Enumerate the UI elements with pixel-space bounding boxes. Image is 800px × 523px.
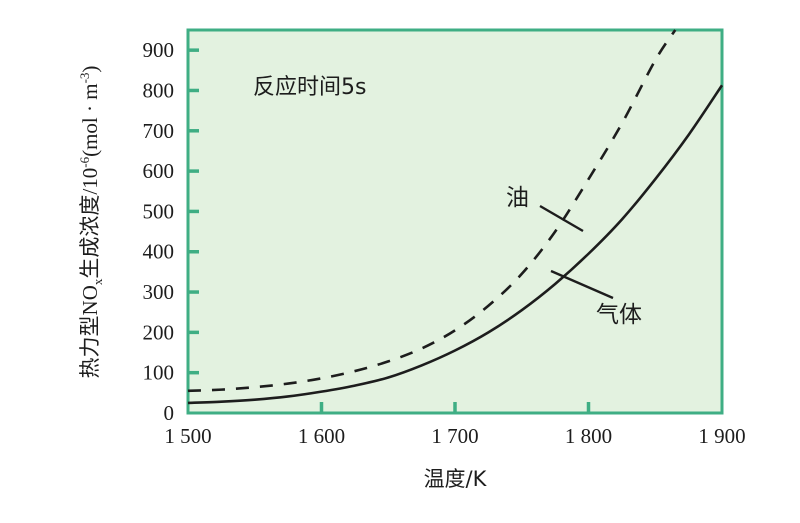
y-title-part-b: 生成浓度/10 [78, 168, 102, 279]
x-axis-ticks [319, 402, 591, 412]
y-axis-ticks [189, 48, 199, 375]
y-title-sub: x [90, 278, 105, 285]
series-label-oil: 油 [506, 185, 529, 211]
x-tick-label-1900: 1 900 [698, 424, 745, 448]
y-axis-title: 热力型NOx生成浓度/10-6(mol · m-3) [77, 66, 105, 379]
y-title-part-c: (mol · m [78, 83, 102, 157]
series-line-gas [187, 84, 724, 405]
y-tick-label-800: 800 [143, 78, 175, 102]
y-title-exp2: -3 [77, 73, 92, 84]
y-tick-label-300: 300 [143, 280, 175, 304]
leader-line-oil [539, 204, 584, 233]
svg-text:热力型NOx生成浓度/10-6(mol · m-3): 热力型NOx生成浓度/10-6(mol · m-3) [77, 66, 105, 379]
y-title-part-d: ) [78, 66, 102, 73]
x-tick-label-1600: 1 600 [298, 424, 345, 448]
series-label-gas: 气体 [596, 302, 642, 328]
y-title-part-a: 热力型NO [78, 285, 102, 378]
leader-line-gas [550, 269, 614, 300]
y-tick-label-700: 700 [143, 119, 175, 143]
x-tick-label-1500: 1 500 [164, 424, 211, 448]
y-tick-label-400: 400 [143, 240, 175, 264]
y-tick-label-200: 200 [143, 320, 175, 344]
reaction-time-annotation: 反应时间5s [253, 75, 366, 100]
x-axis-title: 温度/K [424, 467, 488, 491]
data-series-group [187, 29, 724, 405]
x-tick-label-1700: 1 700 [431, 424, 478, 448]
plot-frame [186, 28, 724, 415]
y-tick-label-900: 900 [143, 38, 175, 62]
y-tick-label-500: 500 [143, 199, 175, 223]
y-axis-tick-labels: 0 100 200 300 400 500 600 700 800 900 [143, 38, 175, 425]
x-tick-label-1800: 1 800 [565, 424, 612, 448]
y-tick-label-600: 600 [143, 159, 175, 183]
y-tick-label-100: 100 [143, 361, 175, 385]
x-axis-tick-labels: 1 500 1 600 1 700 1 800 1 900 [164, 424, 745, 448]
y-tick-label-0: 0 [164, 401, 175, 425]
annotation-leader-lines [539, 204, 614, 300]
y-title-exp: -6 [77, 156, 92, 167]
